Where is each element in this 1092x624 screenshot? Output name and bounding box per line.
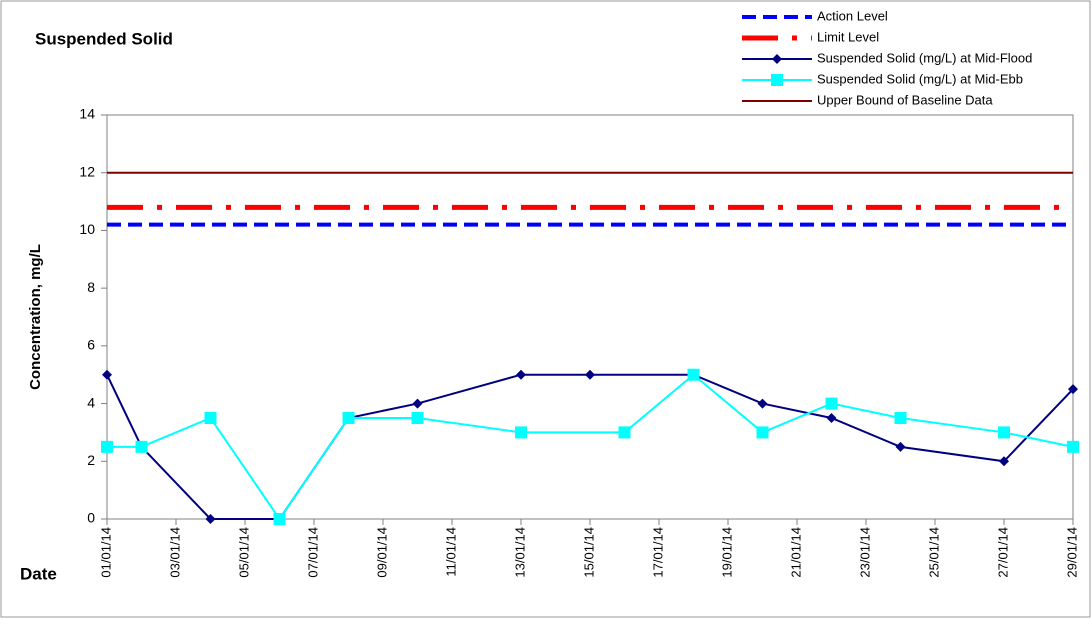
point xyxy=(273,513,286,525)
point xyxy=(999,456,1009,467)
series-line xyxy=(107,373,1074,521)
x-tick-label: 11/01/14 xyxy=(443,527,458,577)
x-tick-label: 27/01/14 xyxy=(995,527,1010,578)
point xyxy=(894,412,907,424)
x-tick-label: 15/01/14 xyxy=(581,527,596,578)
legend-marker xyxy=(772,54,782,64)
y-tick-label: 0 xyxy=(87,510,95,526)
point xyxy=(998,426,1010,439)
point xyxy=(825,397,838,410)
point xyxy=(895,441,906,452)
y-tick-label: 14 xyxy=(79,106,95,122)
x-tick-label: 03/01/14 xyxy=(167,527,182,578)
y-tick-label: 4 xyxy=(87,394,95,410)
x-tick-label: 05/01/14 xyxy=(236,527,251,578)
point xyxy=(757,398,768,409)
legend-marker xyxy=(771,74,783,86)
point xyxy=(412,398,423,409)
point xyxy=(826,413,837,423)
legend-label: Upper Bound of Baseline Data xyxy=(817,92,993,107)
chart-title: Suspended Solid xyxy=(35,29,173,48)
x-tick-label: 29/01/14 xyxy=(1064,527,1079,578)
x-tick-label: 21/01/14 xyxy=(788,527,803,578)
point xyxy=(205,514,216,524)
point xyxy=(1067,440,1079,453)
x-tick-label: 01/01/14 xyxy=(98,527,113,578)
y-axis-label: Concentration, mg/L xyxy=(27,244,44,390)
legend-label: Suspended Solid (mg/L) at Mid-Flood xyxy=(817,50,1032,65)
point xyxy=(618,426,631,439)
y-tick-label: 6 xyxy=(87,337,95,353)
legend-label: Action Level xyxy=(817,8,888,23)
y-tick-label: 8 xyxy=(87,279,95,295)
x-tick-label: 25/01/14 xyxy=(926,527,941,578)
series-line xyxy=(106,373,1074,520)
point xyxy=(756,426,769,439)
x-tick-label: 19/01/14 xyxy=(719,527,734,578)
point xyxy=(516,369,526,380)
x-tick-label: 17/01/14 xyxy=(650,527,665,578)
point xyxy=(515,426,527,439)
point xyxy=(411,412,424,424)
x-tick-label: 09/01/14 xyxy=(374,527,389,578)
x-tick-label: 07/01/14 xyxy=(305,527,320,578)
point xyxy=(204,412,217,424)
legend-label: Suspended Solid (mg/L) at Mid-Ebb xyxy=(817,71,1023,86)
point xyxy=(342,412,355,424)
y-tick-label: 10 xyxy=(79,221,95,237)
x-axis-label: Date xyxy=(20,564,57,583)
point xyxy=(585,369,595,380)
y-tick-label: 12 xyxy=(79,163,95,179)
point xyxy=(1068,384,1078,395)
point xyxy=(687,368,700,381)
legend-label: Limit Level xyxy=(817,29,879,44)
x-tick-label: 23/01/14 xyxy=(857,527,872,578)
point xyxy=(102,369,112,380)
point xyxy=(101,440,113,453)
point xyxy=(135,440,148,453)
x-tick-label: 13/01/14 xyxy=(512,527,527,578)
y-tick-label: 2 xyxy=(87,452,95,468)
